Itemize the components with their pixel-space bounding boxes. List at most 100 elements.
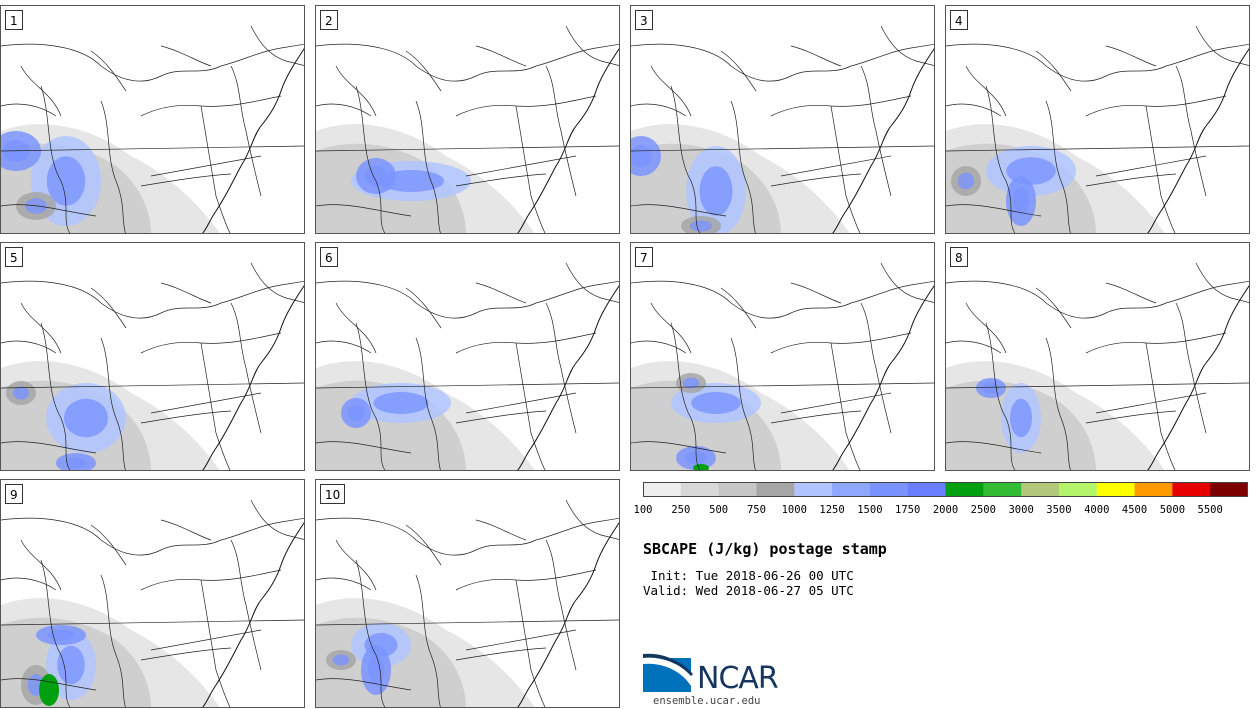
boundary-line xyxy=(631,145,934,152)
cape-core xyxy=(332,654,350,666)
colorbar-segment xyxy=(1134,482,1173,497)
colorbar-segment xyxy=(832,482,871,497)
panel-number: 4 xyxy=(950,10,968,30)
cape-core xyxy=(12,386,30,400)
boundary-line xyxy=(405,287,442,329)
boundary-line xyxy=(200,342,231,470)
boundary-line xyxy=(650,302,692,354)
boundary-line xyxy=(455,410,547,424)
boundary-line xyxy=(455,95,597,117)
cape-core xyxy=(347,404,365,422)
boundary-line xyxy=(250,25,304,66)
boundary-line xyxy=(1,103,57,117)
panel-number: 1 xyxy=(5,10,23,30)
coastline xyxy=(1147,48,1249,233)
boundary-line xyxy=(316,619,619,626)
boundary-line xyxy=(780,155,892,177)
panel-number: 10 xyxy=(320,484,346,504)
site-url: ensemble.ucar.edu xyxy=(653,695,761,707)
stamp-panel-7: 7 xyxy=(630,242,935,471)
boundary-line xyxy=(405,524,442,566)
colorbar-tick-label: 4500 xyxy=(1121,504,1148,516)
coastline xyxy=(832,285,934,470)
boundary-line xyxy=(90,524,127,566)
colorbar-segment xyxy=(1172,482,1211,497)
boundary-line xyxy=(150,629,262,651)
boundary-line xyxy=(160,282,212,304)
boundary-line xyxy=(415,574,441,707)
coastline xyxy=(832,48,934,233)
colorbar-tick-label: 1250 xyxy=(819,504,845,516)
boundary-line xyxy=(1095,392,1207,414)
boundary-line xyxy=(200,105,231,233)
boundary-line xyxy=(1,517,304,556)
boundary-line xyxy=(316,382,619,389)
boundary-line xyxy=(20,65,62,117)
panel-number: 5 xyxy=(5,247,23,267)
stamp-panel-5: 5 xyxy=(0,242,305,471)
cape-map xyxy=(1,499,304,707)
boundary-line xyxy=(650,65,692,117)
colorbar-segment xyxy=(794,482,833,497)
cape-core xyxy=(47,629,75,641)
boundary-line xyxy=(946,145,1249,152)
logo-text: NCAR xyxy=(697,661,779,696)
boundary-line xyxy=(415,100,441,233)
cape-core xyxy=(57,645,85,685)
colorbar-tick-label: 2000 xyxy=(932,504,959,516)
colorbar-tick-label: 100 xyxy=(633,504,653,516)
boundary-line xyxy=(1,577,57,591)
colorbar-segment xyxy=(869,482,909,497)
boundary-line xyxy=(316,43,619,82)
colorbar-tick-label: 1750 xyxy=(895,504,921,516)
colorbar-tick-label: 500 xyxy=(709,504,729,516)
boundary-line xyxy=(1,382,304,389)
boundary-line xyxy=(1035,287,1072,329)
colorbar-tick-label: 1000 xyxy=(781,504,807,516)
cape-map xyxy=(1,262,304,470)
boundary-line xyxy=(545,302,577,434)
boundary-line xyxy=(475,519,527,541)
colorbar-segment xyxy=(1210,482,1248,497)
boundary-line xyxy=(160,519,212,541)
cape-core xyxy=(957,172,975,190)
boundary-line xyxy=(455,173,547,187)
boundary-line xyxy=(1085,410,1177,424)
cape-core xyxy=(699,166,733,216)
boundary-line xyxy=(770,95,912,117)
boundary-line xyxy=(150,155,262,177)
cape-map xyxy=(631,25,934,233)
boundary-line xyxy=(140,569,282,591)
colorbar-segment xyxy=(1096,482,1136,497)
boundary-line xyxy=(140,95,282,117)
boundary-line xyxy=(1,619,304,626)
coastline xyxy=(517,48,619,233)
boundary-line xyxy=(100,100,126,233)
boundary-line xyxy=(1,340,57,354)
colorbar-segment xyxy=(1021,482,1060,497)
boundary-line xyxy=(230,302,262,434)
colorbar-ticks: 100 250 500 750 1000 1250 1500 1750 2000 2500 3000… xyxy=(634,504,1253,518)
boundary-line xyxy=(1085,332,1227,354)
boundary-line xyxy=(335,65,377,117)
boundary-line xyxy=(790,45,842,67)
boundary-line xyxy=(545,539,577,671)
boundary-line xyxy=(335,302,377,354)
boundary-line xyxy=(946,103,1002,117)
boundary-line xyxy=(631,103,687,117)
boundary-line xyxy=(830,342,861,470)
boundary-line xyxy=(631,441,727,454)
colorbar-tick-label: 750 xyxy=(746,504,766,516)
boundary-line xyxy=(730,337,756,470)
colorbar-segment xyxy=(1058,482,1098,497)
colorbar-segment xyxy=(945,482,984,497)
boundary-line xyxy=(631,43,934,82)
boundary-line xyxy=(160,45,212,67)
boundary-line xyxy=(335,539,377,591)
boundary-line xyxy=(1105,282,1157,304)
boundary-line xyxy=(100,337,126,470)
boundary-line xyxy=(770,173,862,187)
colorbar-tick-label: 1500 xyxy=(857,504,883,516)
boundary-line xyxy=(1,145,304,152)
panel-number: 3 xyxy=(635,10,653,30)
